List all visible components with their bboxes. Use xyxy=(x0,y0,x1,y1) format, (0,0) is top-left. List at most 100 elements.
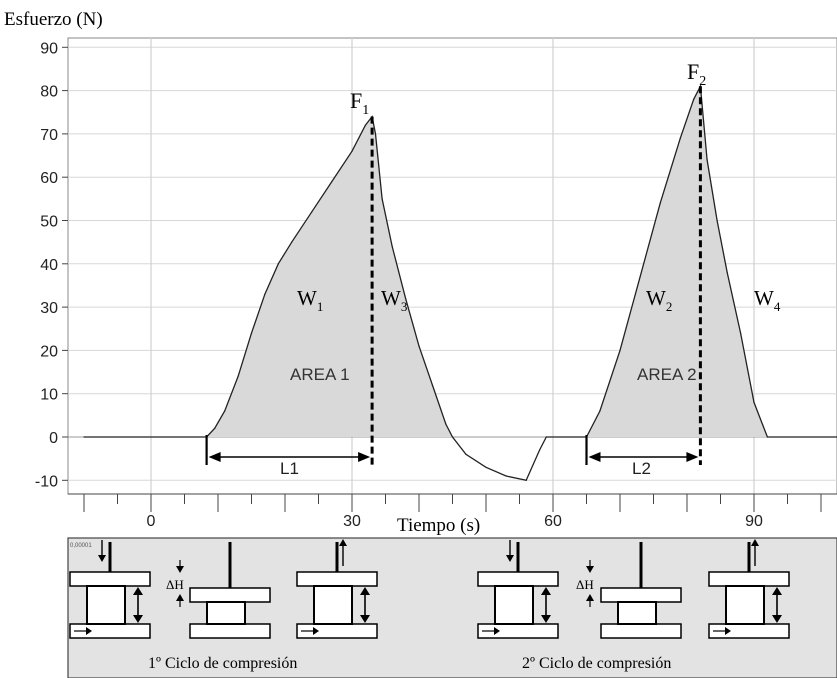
cycle-1-caption: 1º Ciclo de compresión xyxy=(148,655,297,672)
peak-label-f1: F1 xyxy=(350,88,369,118)
span-l2-arrow-right xyxy=(686,452,699,462)
delta-h-arrow-down xyxy=(586,566,594,573)
height-arrow-top xyxy=(541,587,551,595)
plate-arrow-head xyxy=(725,627,731,635)
curve-point xyxy=(525,479,527,481)
curve-point xyxy=(391,245,393,248)
delta-h-label: ΔH xyxy=(576,577,594,592)
curve-point xyxy=(264,293,266,295)
curve-point xyxy=(374,133,377,135)
upper-plate xyxy=(477,571,559,587)
curve-point xyxy=(381,198,383,200)
duration-label-l1: L1 xyxy=(280,459,299,478)
curve-point xyxy=(726,271,728,274)
height-arrow-top xyxy=(133,587,143,595)
curve-point xyxy=(445,423,447,425)
curve-point xyxy=(716,219,718,222)
curve-point xyxy=(451,436,454,438)
curve-point xyxy=(679,137,681,139)
peak-label-f2: F2 xyxy=(687,59,706,89)
sample-block xyxy=(206,601,246,625)
y-tick-label: -10 xyxy=(35,473,58,490)
y-axis-label: Esfuerzo (N) xyxy=(4,9,103,30)
y-tick-label: 50 xyxy=(40,214,58,231)
height-arrow-bottom xyxy=(360,615,370,623)
down-arrow-head xyxy=(98,555,106,562)
work-label-w3: W3 xyxy=(381,286,407,314)
area-label-1: AREA 1 xyxy=(290,365,350,384)
press-station xyxy=(600,542,682,639)
press-station xyxy=(708,539,790,639)
down-arrow-head xyxy=(506,555,514,562)
height-arrow-top xyxy=(360,587,370,595)
area-label-2: AREA 2 xyxy=(637,365,697,384)
curve-point xyxy=(214,427,216,429)
curve-point xyxy=(418,345,420,347)
curve-point xyxy=(277,263,279,265)
curve-point xyxy=(485,466,487,468)
press-station xyxy=(189,542,271,639)
curve-point xyxy=(539,449,541,451)
curve-point xyxy=(83,436,85,438)
delta-h-indicator: ΔH xyxy=(166,560,184,607)
work-label-w2: W2 xyxy=(646,286,672,314)
height-arrow-bottom xyxy=(772,615,782,623)
curve-point xyxy=(505,475,507,477)
curve-point xyxy=(706,159,708,161)
duration-label-l2: L2 xyxy=(632,459,651,478)
lower-plate xyxy=(600,623,682,639)
sample-block xyxy=(725,585,765,625)
lower-plate xyxy=(189,623,271,639)
press-station xyxy=(477,540,559,639)
curve-point xyxy=(659,202,661,204)
span-l1-arrow-left xyxy=(208,452,221,462)
sample-block xyxy=(86,585,126,625)
upper-plate xyxy=(708,571,790,587)
y-tick-label: 10 xyxy=(40,387,58,404)
up-arrow-head xyxy=(339,539,347,546)
curve-point xyxy=(465,453,467,455)
area-fills xyxy=(206,86,768,438)
y-tick-label: 60 xyxy=(40,170,58,187)
plate-arrow-head xyxy=(86,627,92,635)
height-arrow-top xyxy=(772,587,782,595)
height-arrow-bottom xyxy=(133,615,143,623)
curve-point xyxy=(351,150,353,152)
upper-plate xyxy=(600,587,682,603)
plate-arrow-head xyxy=(494,627,500,635)
curve-point xyxy=(405,297,407,300)
upper-plate xyxy=(296,571,378,587)
area-fill-2 xyxy=(586,86,768,438)
duration-brackets xyxy=(205,435,699,465)
diagram-corner-mark: 0,00001 xyxy=(70,543,92,549)
height-arrow-bottom xyxy=(541,615,551,623)
curve-point xyxy=(740,332,742,334)
curve-point xyxy=(331,180,333,183)
up-arrow-head xyxy=(751,539,759,546)
sample-block xyxy=(617,601,657,625)
upper-plate xyxy=(69,571,151,587)
y-tick-label: 80 xyxy=(40,84,58,101)
curve-point xyxy=(237,375,239,377)
x-tick-label: 30 xyxy=(343,513,361,530)
sample-block xyxy=(313,585,353,625)
y-tick-label: 40 xyxy=(40,257,58,274)
x-axis: 0 30 60 90 xyxy=(68,493,837,530)
press-station xyxy=(69,540,151,639)
press-stations: ΔH ΔH xyxy=(69,539,790,639)
curve-point xyxy=(766,436,769,438)
curve-point xyxy=(291,241,293,243)
y-tick-label: 20 xyxy=(40,343,58,360)
curve-point xyxy=(599,410,601,412)
x-tick-label: 60 xyxy=(544,513,562,530)
y-tick-label: 70 xyxy=(40,127,58,144)
y-tick-label: 90 xyxy=(40,40,58,57)
diagram-panel xyxy=(67,537,837,678)
curve-point xyxy=(250,332,253,334)
press-station xyxy=(296,539,378,639)
compression-diagram: 0,00001 ΔH ΔH 1º Ciclo de compresión 2º C… xyxy=(67,537,837,678)
span-l2-arrow-left xyxy=(588,452,601,462)
curve-point xyxy=(753,401,755,403)
curve-point xyxy=(364,124,366,126)
